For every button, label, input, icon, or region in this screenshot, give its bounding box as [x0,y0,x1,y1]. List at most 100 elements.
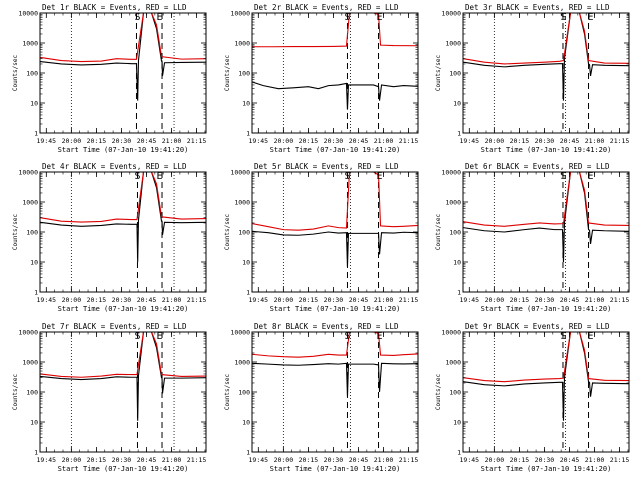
x-tick-label: 20:45 [349,137,369,145]
x-tick-label: 20:45 [137,296,157,304]
y-axis-label: Counts/sec [435,214,442,251]
y-tick-label: 10 [242,259,250,267]
panel-title: Det 5r BLACK = Events, RED = LLD [254,162,399,171]
x-tick-label: 20:00 [62,296,82,304]
x-tick-label: 20:30 [324,296,344,304]
x-tick-label: 19:45 [249,296,269,304]
x-tick-label: 20:30 [112,137,132,145]
marker-s: S [560,171,566,182]
axis-frame [251,331,419,453]
y-tick-label: 10000 [441,329,461,337]
x-tick-label: 20:00 [485,137,505,145]
x-tick-label: 21:00 [162,296,182,304]
y-tick-label: 1000 [234,40,250,48]
marker-s: S [134,331,140,342]
series-line-events [463,172,629,263]
x-tick-label: 20:45 [560,456,580,464]
x-tick-label: 20:45 [349,456,369,464]
y-tick-label: 1 [246,289,250,297]
y-tick-label: 10 [30,100,38,108]
y-tick-label: 1000 [445,199,461,207]
x-tick-label: 21:15 [610,296,630,304]
x-axis-label: Start Time (07-Jan-10 19:41:20) [58,465,189,473]
x-tick-label: 20:45 [560,137,580,145]
marker-s: S [560,331,566,342]
y-tick-label: 10 [453,419,461,427]
x-tick-label: 19:45 [37,296,57,304]
panel-title: Det 4r BLACK = Events, RED = LLD [42,162,187,171]
marker-s: S [344,331,350,342]
x-tick-label: 20:15 [510,296,530,304]
y-axis-label: Counts/sec [12,55,19,92]
x-tick-label: 20:30 [535,456,555,464]
series-line-lld [40,13,206,63]
x-axis-label: Start Time (07-Jan-10 19:41:20) [58,146,189,154]
series-line-events [463,13,629,101]
y-axis-label: Counts/sec [435,374,442,411]
axis-frame [251,12,419,134]
y-tick-label: 10 [30,259,38,267]
marker-e: E [377,331,383,342]
y-tick-label: 1000 [22,359,38,367]
x-tick-label: 21:15 [399,456,419,464]
x-tick-label: 20:30 [112,456,132,464]
x-tick-label: 20:15 [87,456,107,464]
y-tick-label: 10000 [18,10,38,18]
y-tick-label: 1 [34,130,38,138]
series-line-events [40,172,206,263]
x-tick-label: 20:00 [485,456,505,464]
axis-frame [39,12,207,134]
x-tick-label: 21:00 [585,296,605,304]
panel-title: Det 2r BLACK = Events, RED = LLD [254,3,399,12]
y-tick-label: 10 [242,100,250,108]
x-axis-label: Start Time (07-Jan-10 19:41:20) [270,465,401,473]
marker-e: E [157,331,163,342]
x-tick-label: 19:45 [460,296,480,304]
y-tick-label: 100 [238,389,250,397]
x-tick-label: 19:45 [37,137,57,145]
x-tick-label: 20:15 [87,137,107,145]
y-tick-label: 10 [30,419,38,427]
y-tick-label: 10 [453,259,461,267]
marker-e: E [588,12,594,23]
y-axis-label: Counts/sec [12,374,19,411]
series-line-lld [252,13,418,48]
x-tick-label: 20:00 [62,456,82,464]
y-axis-label: Counts/sec [12,214,19,251]
x-tick-label: 19:45 [460,137,480,145]
x-tick-label: 21:15 [187,137,207,145]
x-tick-label: 21:00 [374,456,394,464]
panel-title: Det 6r BLACK = Events, RED = LLD [465,162,610,171]
series-line-lld [252,172,418,231]
x-tick-label: 20:15 [510,456,530,464]
x-tick-label: 21:00 [162,137,182,145]
y-tick-label: 10000 [441,169,461,177]
y-tick-label: 10 [242,419,250,427]
x-tick-label: 20:00 [62,137,82,145]
y-tick-label: 100 [449,389,461,397]
marker-s: S [134,12,140,23]
y-tick-label: 1 [246,449,250,457]
series-line-events [252,230,418,267]
marker-e: E [588,171,594,182]
x-tick-label: 20:15 [87,296,107,304]
x-tick-label: 20:15 [299,456,319,464]
y-axis-label: Counts/sec [224,214,231,251]
x-tick-label: 21:00 [162,456,182,464]
axis-frame [462,12,630,134]
y-tick-label: 100 [26,70,38,78]
x-tick-label: 19:45 [249,137,269,145]
x-axis-label: Start Time (07-Jan-10 19:41:20) [58,305,189,313]
x-tick-label: 20:45 [137,456,157,464]
x-tick-label: 20:15 [299,137,319,145]
y-tick-label: 1 [246,130,250,138]
y-tick-label: 1000 [22,40,38,48]
